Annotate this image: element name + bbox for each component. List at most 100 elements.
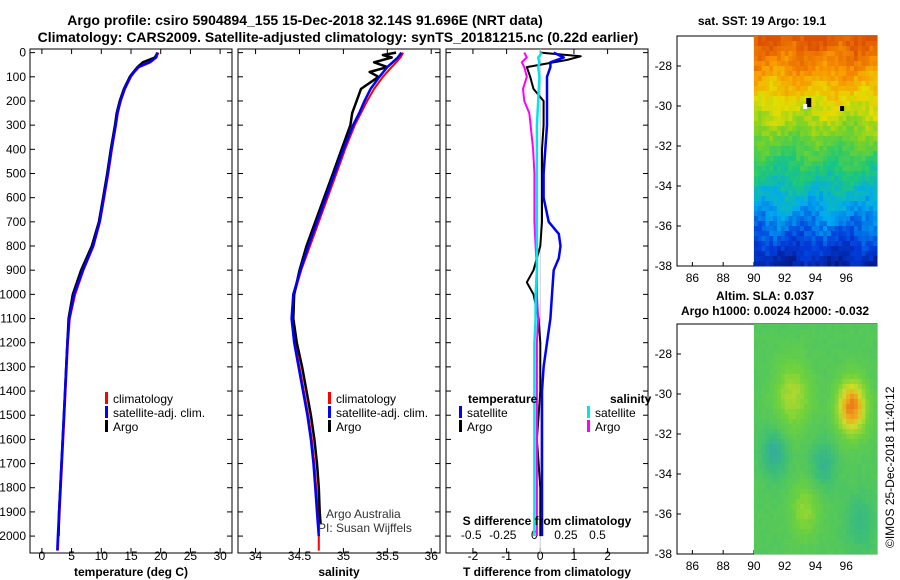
sst-cell bbox=[811, 226, 816, 232]
sst-cell bbox=[811, 121, 816, 127]
sst-cell bbox=[784, 151, 789, 157]
sla-cell bbox=[815, 454, 820, 460]
sst-cell bbox=[803, 91, 809, 97]
sla-cell bbox=[788, 444, 793, 450]
sst-cell bbox=[853, 201, 859, 207]
sst-cell bbox=[765, 206, 770, 212]
sla-cell bbox=[830, 469, 836, 475]
sst-cell bbox=[777, 176, 782, 182]
sla-cell bbox=[769, 509, 774, 515]
sst-cell bbox=[815, 146, 820, 152]
sla-cell bbox=[830, 544, 836, 550]
sst-cell bbox=[842, 126, 847, 132]
sst-cell bbox=[796, 151, 801, 157]
sst-cell bbox=[792, 81, 797, 87]
sla-cell bbox=[853, 479, 859, 485]
sst-cell bbox=[819, 156, 824, 162]
sla-cell bbox=[819, 454, 824, 460]
sst-cell bbox=[753, 221, 759, 227]
sla-cell bbox=[765, 384, 770, 390]
sst-cell bbox=[773, 206, 778, 212]
sst-cell bbox=[807, 116, 813, 122]
sst-cell bbox=[784, 46, 789, 52]
sst-cell bbox=[780, 136, 786, 142]
sla-cell bbox=[861, 329, 866, 335]
sla-cell bbox=[803, 539, 809, 545]
sst-cell bbox=[788, 51, 793, 57]
sla-cell bbox=[784, 334, 789, 340]
sst-cell bbox=[857, 66, 863, 72]
sla-cell bbox=[815, 544, 820, 550]
sst-cell bbox=[769, 106, 774, 112]
sla-cell bbox=[827, 359, 832, 365]
sst-cell bbox=[865, 61, 870, 67]
sst-cell bbox=[784, 251, 789, 257]
sst-cell bbox=[800, 96, 805, 102]
sst-cell bbox=[842, 91, 847, 97]
sst-cell bbox=[765, 51, 770, 57]
sla-cell bbox=[873, 484, 878, 490]
sst-cell bbox=[850, 256, 855, 262]
sst-cell bbox=[765, 141, 770, 147]
sst-cell bbox=[769, 196, 774, 202]
sla-cell bbox=[842, 474, 847, 480]
sst-cell bbox=[777, 261, 782, 267]
sla-cell bbox=[769, 419, 774, 425]
sla-cell bbox=[838, 349, 843, 355]
sst-cell bbox=[815, 151, 820, 157]
sla-cell bbox=[842, 379, 847, 385]
sst-cell bbox=[869, 251, 874, 257]
sst-cell bbox=[788, 186, 793, 192]
sst-cell bbox=[865, 216, 870, 222]
sst-cell bbox=[773, 251, 778, 257]
sla-cell bbox=[788, 424, 793, 430]
sla-cell bbox=[807, 389, 813, 395]
sla-cell bbox=[861, 374, 866, 380]
sst-cell bbox=[784, 96, 789, 102]
sla-cell bbox=[823, 549, 828, 555]
sst-cell bbox=[827, 146, 832, 152]
sla-cell bbox=[765, 379, 770, 385]
sla-cell bbox=[757, 444, 763, 450]
sst-cell bbox=[857, 141, 863, 147]
sst-cell bbox=[788, 196, 793, 202]
sla-cell bbox=[792, 464, 797, 470]
sst-cell bbox=[761, 56, 766, 62]
sla-cell bbox=[796, 439, 801, 445]
sla-cell bbox=[803, 344, 809, 350]
sst-cell bbox=[830, 201, 836, 207]
sla-cell bbox=[834, 349, 839, 355]
sst-cell bbox=[853, 76, 859, 82]
legend-t-argo: Argo bbox=[467, 420, 493, 434]
sla-cell bbox=[853, 529, 859, 535]
sla-cell bbox=[846, 504, 851, 510]
sst-cell bbox=[834, 91, 839, 97]
sst-cell bbox=[869, 46, 874, 52]
sst-cell bbox=[838, 71, 843, 77]
sst-cell bbox=[819, 41, 824, 47]
sst-cell bbox=[765, 66, 770, 72]
sla-cell bbox=[823, 534, 828, 540]
sla-cell bbox=[827, 544, 832, 550]
sla-cell bbox=[850, 344, 855, 350]
sst-cell bbox=[753, 241, 759, 247]
sla-cell bbox=[757, 509, 763, 515]
sst-cell bbox=[830, 221, 836, 227]
sst-cell bbox=[873, 246, 878, 252]
sst-cell bbox=[838, 211, 843, 217]
sst-cell bbox=[857, 156, 863, 162]
sla-cell bbox=[830, 484, 836, 490]
sla-cell bbox=[869, 529, 874, 535]
sla-cell bbox=[842, 489, 847, 495]
sla-cell bbox=[823, 519, 828, 525]
sst-cell bbox=[823, 241, 828, 247]
sla-cell bbox=[753, 484, 759, 490]
sla-cell bbox=[815, 479, 820, 485]
sla-cell bbox=[861, 394, 866, 400]
sla-cell bbox=[827, 494, 832, 500]
sla-cell bbox=[815, 369, 820, 375]
sla-cell bbox=[788, 449, 793, 455]
sla-cell bbox=[861, 454, 866, 460]
sla-cell bbox=[842, 329, 847, 335]
sla-cell bbox=[842, 364, 847, 370]
